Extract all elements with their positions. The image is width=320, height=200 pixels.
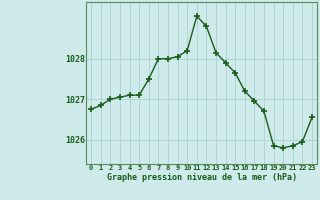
X-axis label: Graphe pression niveau de la mer (hPa): Graphe pression niveau de la mer (hPa) <box>107 173 297 182</box>
